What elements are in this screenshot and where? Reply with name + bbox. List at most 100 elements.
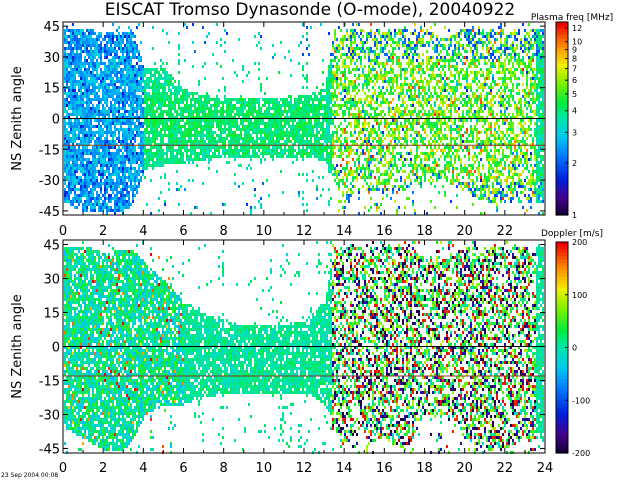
heatmap-cell — [64, 194, 66, 197]
heatmap-cell — [128, 26, 130, 29]
heatmap-cell — [114, 125, 116, 128]
heatmap-cell — [100, 158, 102, 161]
heatmap-cell — [372, 50, 374, 53]
heatmap-cell — [70, 92, 72, 95]
heatmap-cell — [284, 101, 286, 104]
heatmap-cell — [158, 104, 160, 107]
heatmap-cell — [364, 179, 366, 182]
heatmap-cell — [224, 203, 226, 206]
heatmap-cell — [76, 110, 78, 113]
heatmap-cell — [94, 107, 96, 110]
heatmap-cell — [294, 107, 296, 110]
heatmap-cell — [188, 125, 190, 128]
heatmap-cell — [150, 95, 152, 98]
heatmap-cell — [372, 170, 374, 173]
heatmap-cell — [76, 164, 78, 167]
heatmap-cell — [252, 101, 254, 104]
heatmap-cell — [104, 131, 106, 134]
heatmap-cell — [138, 125, 140, 128]
heatmap-cell — [376, 38, 378, 41]
heatmap-cell — [66, 128, 68, 131]
heatmap-cell — [376, 101, 378, 104]
heatmap-cell — [238, 125, 240, 128]
heatmap-cell — [156, 101, 158, 104]
heatmap-cell — [388, 149, 390, 152]
heatmap-cell — [76, 200, 78, 203]
heatmap-cell — [362, 35, 364, 38]
heatmap-cell — [158, 89, 160, 92]
heatmap-cell — [362, 71, 364, 74]
heatmap-cell — [272, 113, 274, 116]
heatmap-cell — [144, 116, 146, 119]
heatmap-cell — [330, 119, 332, 122]
heatmap-cell — [386, 161, 388, 164]
heatmap-cell — [290, 95, 292, 98]
heatmap-cell — [194, 98, 196, 101]
heatmap-cell — [122, 200, 124, 203]
heatmap-cell — [180, 161, 182, 164]
heatmap-cell — [336, 83, 338, 86]
heatmap-cell — [214, 140, 216, 143]
heatmap-cell — [322, 188, 324, 191]
heatmap-cell — [128, 95, 130, 98]
heatmap-cell — [138, 50, 140, 53]
heatmap-cell — [150, 68, 152, 71]
heatmap-cell — [306, 80, 308, 83]
heatmap-cell — [354, 29, 356, 32]
heatmap-cell — [386, 74, 388, 77]
heatmap-cell — [364, 83, 366, 86]
heatmap-cell — [64, 146, 66, 149]
heatmap-cell — [302, 155, 304, 158]
heatmap-cell — [326, 95, 328, 98]
heatmap-cell — [208, 152, 210, 155]
heatmap-cell — [104, 77, 106, 80]
heatmap-cell — [110, 53, 112, 56]
heatmap-cell — [158, 149, 160, 152]
heatmap-cell — [156, 71, 158, 74]
heatmap-cell — [194, 137, 196, 140]
heatmap-cell — [84, 101, 86, 104]
heatmap-cell — [232, 122, 234, 125]
heatmap-cell — [150, 71, 152, 74]
heatmap-cell — [322, 89, 324, 92]
heatmap-cell — [114, 113, 116, 116]
heatmap-cell — [210, 122, 212, 125]
heatmap-cell — [82, 86, 84, 89]
heatmap-cell — [336, 164, 338, 167]
heatmap-cell — [100, 47, 102, 50]
heatmap-cell — [162, 62, 164, 65]
heatmap-cell — [92, 152, 94, 155]
heatmap-cell — [90, 29, 92, 32]
heatmap-cell — [326, 134, 328, 137]
heatmap-cell — [112, 209, 114, 212]
heatmap-cell — [212, 98, 214, 101]
heatmap-cell — [164, 134, 166, 137]
heatmap-cell — [82, 179, 84, 182]
heatmap-cell — [88, 110, 90, 113]
heatmap-cell — [254, 131, 256, 134]
heatmap-cell — [246, 128, 248, 131]
heatmap-cell — [346, 173, 348, 176]
heatmap-cell — [106, 71, 108, 74]
heatmap-cell — [316, 119, 318, 122]
heatmap-cell — [376, 179, 378, 182]
heatmap-cell — [280, 134, 282, 137]
heatmap-cell — [120, 200, 122, 203]
heatmap-cell — [66, 200, 68, 203]
heatmap-cell — [362, 44, 364, 47]
heatmap-cell — [348, 47, 350, 50]
heatmap-cell — [302, 131, 304, 134]
heatmap-cell — [332, 143, 334, 146]
heatmap-cell — [106, 50, 108, 53]
heatmap-cell — [220, 134, 222, 137]
heatmap-cell — [94, 74, 96, 77]
heatmap-cell — [366, 77, 368, 80]
heatmap-cell — [182, 158, 184, 161]
heatmap-cell — [196, 158, 198, 161]
heatmap-cell — [106, 65, 108, 68]
heatmap-cell — [366, 74, 368, 77]
heatmap-cell — [74, 74, 76, 77]
heatmap-cell — [70, 74, 72, 77]
heatmap-cell — [90, 47, 92, 50]
heatmap-cell — [104, 149, 106, 152]
